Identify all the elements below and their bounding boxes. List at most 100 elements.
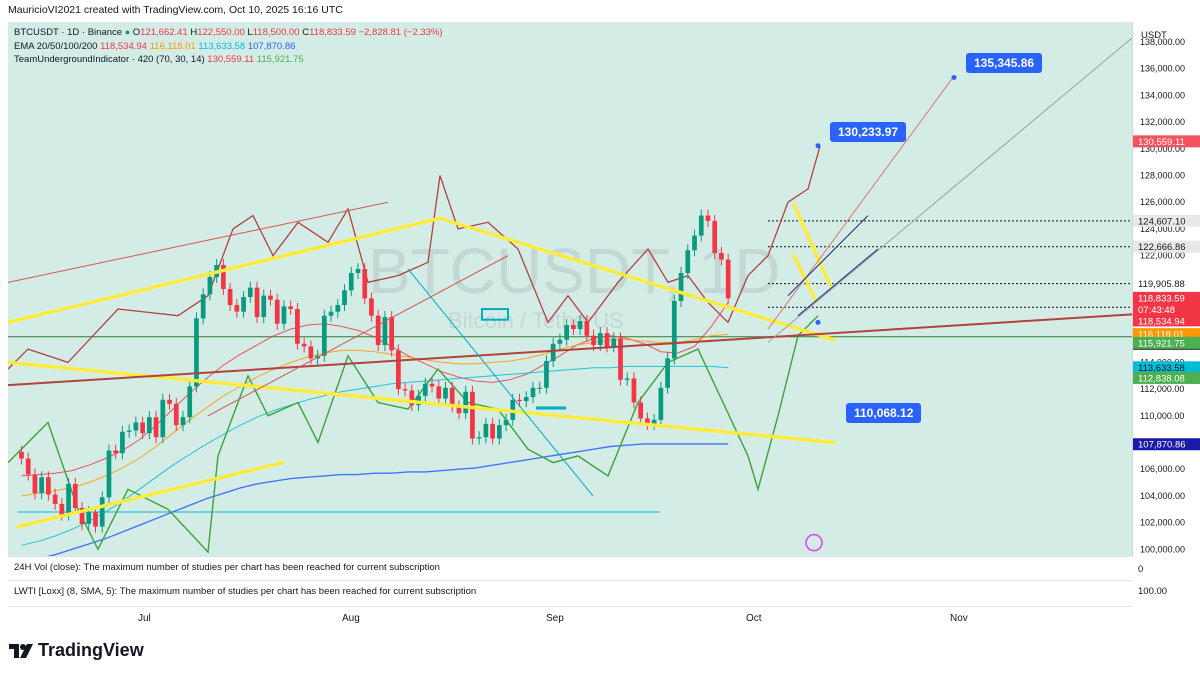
price-tick-label: 110,000.00 xyxy=(1140,411,1184,421)
lwti-pane-text: LWTI [Loxx] (8, SMA, 5): The maximum num… xyxy=(14,586,477,597)
time-label-sep: Sep xyxy=(546,613,564,624)
candle-body xyxy=(631,378,637,403)
volume-pane-text: 24H Vol (close): The maximum number of s… xyxy=(14,562,440,573)
price-tag-bg xyxy=(1133,291,1200,304)
callout-anchor-dot xyxy=(815,143,821,149)
price-tag-bg xyxy=(1133,361,1200,374)
legend-high: 122,550.00 xyxy=(197,27,245,38)
red-channel-top xyxy=(8,201,389,283)
time-label-jul: Jul xyxy=(138,613,151,624)
candle-body xyxy=(416,395,421,406)
price-tick-label: 122,000.00 xyxy=(1140,251,1185,261)
candle-body xyxy=(194,318,199,387)
candle-body xyxy=(369,298,374,316)
price-tag-label: 130,559.11 xyxy=(1138,137,1185,148)
price-callout[interactable]: 130,233.97 xyxy=(830,121,907,142)
candle-body xyxy=(328,311,334,316)
candle-body xyxy=(544,361,549,388)
candle-body xyxy=(46,477,51,495)
ema-line-4 xyxy=(46,443,729,556)
price-tag-label: 116,118.01 xyxy=(1138,330,1184,341)
currency-label[interactable]: USDT xyxy=(1141,30,1167,41)
price-tick-label: 132,000.00 xyxy=(1140,117,1185,127)
candle-body xyxy=(436,386,442,399)
candle-body xyxy=(719,252,724,260)
price-tick-label: 104,000.00 xyxy=(1140,491,1185,501)
time-axis[interactable]: Jul Aug Sep Oct Nov xyxy=(8,606,1132,629)
candle-body xyxy=(52,494,58,504)
price-tag-label: 112,838.08 xyxy=(1138,373,1185,384)
candle-body xyxy=(153,417,159,438)
legend-ind2: 115,921.75 xyxy=(256,54,304,65)
legend-change: −2,828.81 (−2.33%) xyxy=(358,27,443,38)
lwti-pane-axis: 100.00 xyxy=(1132,584,1200,602)
volume-axis-value: 0 xyxy=(1138,564,1144,575)
candle-body xyxy=(483,423,489,438)
price-tag-bg xyxy=(1133,277,1200,290)
candle-body xyxy=(591,335,596,346)
price-tick-label: 138,000.00 xyxy=(1140,37,1185,47)
price-tag-label: 118,534.94 xyxy=(1138,316,1185,327)
price-tag-label: 124,607.10 xyxy=(1138,216,1186,227)
candle-body xyxy=(611,338,617,347)
candle-body xyxy=(25,458,31,475)
legend-ema50: 116,118.01 xyxy=(149,40,196,52)
price-tick-label: 106,000.00 xyxy=(1140,464,1185,474)
chart-legend: BTCUSDT · 1D · Binance ● O121,662.41 H12… xyxy=(14,26,443,67)
candle-body xyxy=(93,511,98,527)
legend-symbol-row: BTCUSDT · 1D · Binance ● O121,662.41 H12… xyxy=(14,26,443,40)
candle-body xyxy=(564,325,569,340)
legend-l-label: L xyxy=(247,27,253,38)
candle-body xyxy=(571,325,576,330)
red-indicator-line xyxy=(8,146,821,370)
legend-o-label: O xyxy=(132,27,141,38)
legend-indicator-row: TeamUndergroundIndicator · 420 (70, 30, … xyxy=(14,53,443,67)
navy-projection xyxy=(787,215,869,297)
live-dot: ● xyxy=(124,27,131,37)
candle-body xyxy=(301,343,307,347)
chart-svg[interactable] xyxy=(8,22,1132,556)
candle-body xyxy=(671,301,677,359)
candle-body xyxy=(66,483,71,515)
candle-body xyxy=(537,387,543,389)
yellow-trend-2 xyxy=(438,216,836,342)
lwti-pane[interactable]: LWTI [Loxx] (8, SMA, 5): The maximum num… xyxy=(8,580,1132,607)
ema-line-2 xyxy=(21,333,729,497)
candle-body xyxy=(180,417,186,426)
main-chart-pane[interactable]: BTCUSDT, 1D Bitcoin / TetherUS xyxy=(8,22,1132,556)
candle-body xyxy=(160,399,166,438)
candle-body xyxy=(725,259,731,299)
green-indicator-line xyxy=(8,315,819,554)
price-axis[interactable]: 100,000.00 102,000.00 104,000.00 106,000.00… xyxy=(1132,22,1200,556)
candle-body xyxy=(295,309,300,344)
candle-body xyxy=(59,503,65,515)
time-label-oct: Oct xyxy=(746,613,762,624)
candle-body xyxy=(530,387,536,398)
legend-indicator-label[interactable]: TeamUndergroundIndicator · 420 (70, 30, … xyxy=(14,54,205,65)
candle-body xyxy=(173,403,179,426)
candle-body xyxy=(355,268,361,273)
yellow-trend-4 xyxy=(16,460,285,529)
price-tick-label: 124,000.00 xyxy=(1140,224,1185,234)
volume-pane[interactable]: 24H Vol (close): The maximum number of s… xyxy=(8,556,1132,581)
candle-body xyxy=(227,289,233,306)
marker-bar xyxy=(536,406,566,410)
price-callout[interactable]: 110,068.12 xyxy=(846,402,922,423)
candle-body xyxy=(470,391,475,439)
candle-body xyxy=(523,397,529,402)
price-tag-bg xyxy=(1133,214,1200,227)
price-callout[interactable]: 135,345.86 xyxy=(966,53,1043,74)
legend-c-label: C xyxy=(302,27,310,38)
price-tag-label: 07:43:48 xyxy=(1138,305,1175,316)
legend-ema-label[interactable]: EMA 20/50/100/200 xyxy=(14,40,98,52)
legend-symbol[interactable]: BTCUSDT · 1D · Binance xyxy=(14,27,123,38)
price-tick-label: 100,000.00 xyxy=(1140,544,1185,554)
candle-body xyxy=(342,290,347,306)
candle-body xyxy=(234,305,240,312)
candle-body xyxy=(685,250,691,273)
candle-body xyxy=(335,305,341,312)
candle-body xyxy=(429,383,435,387)
price-tag-label: 122,666.86 xyxy=(1138,242,1186,253)
candle-body xyxy=(221,264,226,289)
candle-body xyxy=(645,418,650,424)
